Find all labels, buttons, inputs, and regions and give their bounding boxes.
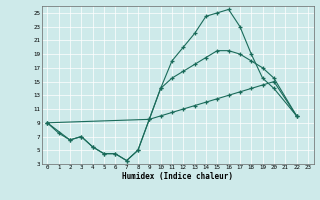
X-axis label: Humidex (Indice chaleur): Humidex (Indice chaleur) [122,172,233,181]
